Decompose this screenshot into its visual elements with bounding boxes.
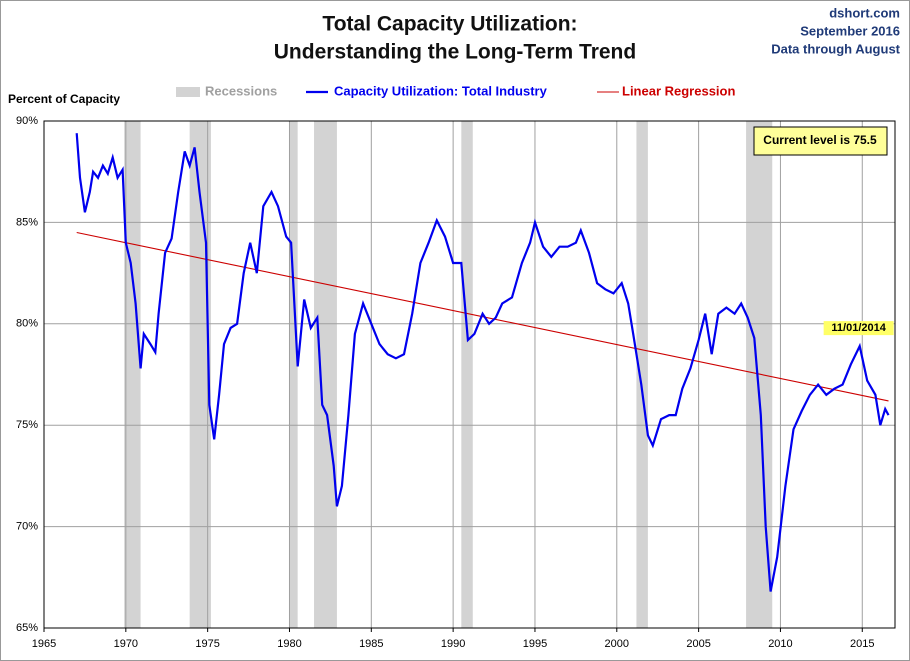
y-tick-label: 90% [16, 115, 38, 127]
annotation: 11/01/2014 [831, 322, 886, 334]
legend-label: Linear Regression [622, 83, 735, 98]
source: Data through August [771, 41, 900, 56]
recession-band [461, 121, 473, 628]
y-tick-label: 70% [16, 521, 38, 533]
legend-swatch [176, 87, 200, 97]
y-tick-label: 85% [16, 216, 38, 228]
source: dshort.com [829, 5, 900, 20]
legend-label: Capacity Utilization: Total Industry [334, 83, 548, 98]
chart-title: Total Capacity Utilization: [322, 13, 577, 36]
x-tick-label: 2000 [605, 638, 629, 650]
x-tick-label: 2010 [768, 638, 792, 650]
series-line [76, 231, 889, 402]
x-tick-label: 1980 [277, 638, 301, 650]
recession-band [289, 121, 298, 628]
annotation-box [753, 126, 888, 156]
y-tick-label: 75% [16, 419, 38, 431]
x-tick-label: 2005 [686, 638, 710, 650]
recession-band [636, 121, 648, 628]
plot-border [43, 120, 896, 629]
y-axis-label: Percent of Capacity [8, 92, 120, 106]
x-tick-label: 1965 [32, 638, 56, 650]
x-tick-label: 1995 [523, 638, 547, 650]
source: September 2016 [800, 23, 900, 38]
x-tick-label: 1970 [114, 638, 138, 650]
series-line [75, 133, 890, 592]
x-tick-label: 2015 [850, 638, 874, 650]
x-tick-label: 1990 [441, 638, 465, 650]
x-tick-label: 1975 [195, 638, 219, 650]
legend-label: Recessions [205, 83, 277, 98]
y-tick-label: 80% [16, 318, 38, 330]
annotation: Current level is 75.5 [763, 133, 877, 147]
recession-band [124, 121, 141, 628]
annotation-box [823, 321, 894, 336]
recession-band [314, 121, 337, 628]
y-tick-label: 65% [16, 622, 38, 634]
chart-subtitle: Understanding the Long-Term Trend [274, 41, 636, 64]
x-tick-label: 1985 [359, 638, 383, 650]
